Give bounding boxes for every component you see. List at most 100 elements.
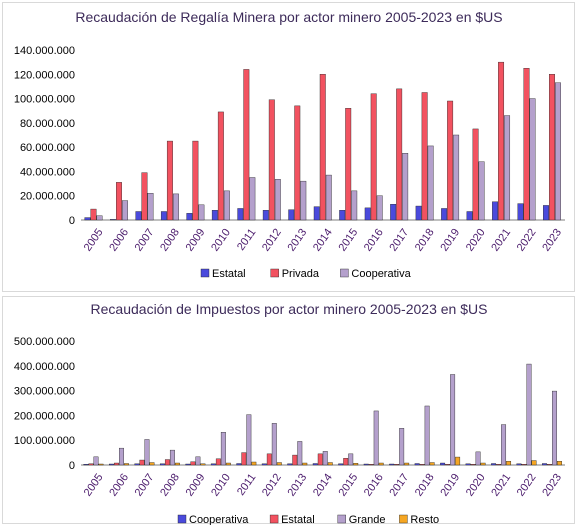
legend-label-resto: Resto (410, 514, 439, 525)
bar-cooperativa-2013 (287, 463, 293, 466)
bar-estatal-2008 (164, 459, 170, 466)
x-tick-label: 2014 (311, 227, 335, 254)
bar-estatal-2019 (441, 208, 448, 221)
bar-resto-2007 (149, 462, 155, 466)
bar-estatal-2022 (521, 464, 527, 466)
x-tick-label: 2010 (209, 227, 233, 254)
x-tick-label: 2006 (107, 472, 131, 499)
y-tick-label: 60.000.000 (20, 142, 75, 154)
bar-privada-2013 (294, 105, 301, 221)
bar-resto-2015 (353, 463, 359, 466)
x-tick-label: 2021 (489, 472, 513, 499)
x-tick-label: 2022 (515, 227, 539, 254)
bar-grande-2014 (322, 451, 328, 466)
bar-privada-2014 (319, 74, 326, 221)
bar-grande-2011 (246, 414, 252, 466)
chart-title: Recaudación de Regalía Minera por actor … (75, 9, 502, 25)
bar-cooperativa-2008 (172, 193, 179, 221)
bar-cooperativa-2009 (198, 204, 205, 221)
bar-grande-2019 (450, 374, 456, 466)
bar-resto-2017 (404, 462, 410, 466)
y-tick-label: 400.000.000 (14, 361, 75, 373)
legend-label-grande: Grande (349, 514, 386, 525)
bar-cooperativa-2021 (504, 115, 511, 221)
bar-privada-2009 (192, 140, 199, 221)
bar-estatal-2014 (313, 206, 320, 221)
bar-resto-2014 (327, 462, 333, 466)
bar-cooperativa-2013 (300, 180, 307, 221)
x-tick-label: 2020 (464, 227, 488, 254)
bar-cooperativa-2015 (351, 190, 358, 221)
bar-estatal-2016 (364, 207, 371, 221)
bar-estatal-2012 (266, 453, 272, 466)
chart-title: Recaudación de Impuestos por actor miner… (91, 301, 488, 317)
tax-chart: Recaudación de Impuestos por actor miner… (14, 301, 565, 525)
legend-swatch-estatal (269, 514, 279, 524)
bar-estatal-2023 (543, 205, 549, 221)
bar-resto-2023 (557, 461, 562, 466)
bar-cooperativa-2021 (491, 463, 497, 466)
y-tick-label: 100.000.000 (14, 94, 75, 106)
bar-grande-2008 (169, 449, 175, 466)
bar-cooperativa-2008 (159, 463, 165, 466)
y-tick-label: 200.000.000 (14, 410, 75, 422)
bar-cooperativa-2010 (223, 190, 230, 221)
bar-privada-2006 (116, 182, 122, 221)
y-tick-label: 500.000.000 (14, 336, 75, 348)
bar-estatal-2006 (110, 219, 116, 221)
bar-cooperativa-2014 (325, 174, 332, 221)
bar-cooperativa-2006 (109, 463, 114, 466)
bar-cooperativa-2005 (83, 464, 89, 466)
x-tick-label: 2022 (515, 472, 539, 499)
x-tick-label: 2006 (107, 227, 131, 254)
y-tick-label: 140.000.000 (14, 45, 75, 57)
bar-cooperativa-2017 (389, 463, 395, 466)
bar-estatal-2015 (343, 458, 349, 466)
bar-cooperativa-2019 (440, 462, 446, 466)
bar-privada-2022 (523, 68, 530, 221)
bar-estatal-2019 (445, 464, 451, 466)
bar-cooperativa-2012 (274, 179, 281, 221)
bar-estatal-2013 (292, 454, 298, 466)
y-tick-label: 0 (69, 215, 75, 227)
bar-privada-2016 (370, 93, 377, 221)
bar-estatal-2017 (394, 464, 400, 466)
bar-cooperativa-2018 (414, 463, 420, 466)
bar-resto-2018 (429, 462, 435, 466)
bar-resto-2009 (200, 463, 206, 466)
x-tick-label: 2008 (158, 227, 182, 254)
y-tick-label: 0 (69, 460, 75, 472)
bar-cooperativa-2022 (516, 463, 522, 466)
x-tick-label: 2012 (260, 227, 284, 254)
y-tick-label: 80.000.000 (20, 118, 75, 130)
royalty-chart: Recaudación de Regalía Minera por actor … (14, 9, 565, 280)
royalty-chart-panel: Recaudación de Regalía Minera por actor … (2, 2, 575, 292)
legend-label-cooperativa: Cooperativa (189, 514, 249, 525)
x-tick-label: 2023 (540, 472, 564, 499)
bar-privada-2011 (243, 69, 250, 221)
x-tick-label: 2015 (336, 227, 360, 254)
bar-cooperativa-2018 (427, 145, 434, 221)
bar-estatal-2010 (215, 458, 221, 466)
bar-cooperativa-2005 (96, 215, 103, 221)
x-tick-label: 2010 (209, 472, 233, 499)
bar-cooperativa-2009 (185, 463, 191, 466)
bar-estatal-2017 (390, 204, 397, 221)
bar-estatal-2021 (492, 201, 499, 221)
x-tick-label: 2011 (235, 227, 258, 253)
bar-cooperativa-2017 (402, 153, 409, 221)
legend-swatch-privada (270, 268, 279, 278)
x-tick-label: 2012 (260, 472, 284, 499)
x-tick-label: 2023 (540, 227, 564, 254)
x-tick-label: 2017 (387, 472, 411, 499)
bar-grande-2016 (373, 410, 379, 466)
bar-privada-2018 (421, 92, 428, 221)
bar-estatal-2005 (88, 463, 94, 466)
bar-estatal-2014 (317, 453, 323, 466)
x-tick-label: 2009 (184, 472, 208, 499)
bar-resto-2013 (302, 462, 308, 466)
bar-grande-2005 (93, 456, 99, 466)
bar-resto-2012 (276, 462, 282, 466)
bar-privada-2017 (396, 88, 403, 221)
bar-estatal-2015 (339, 210, 346, 221)
